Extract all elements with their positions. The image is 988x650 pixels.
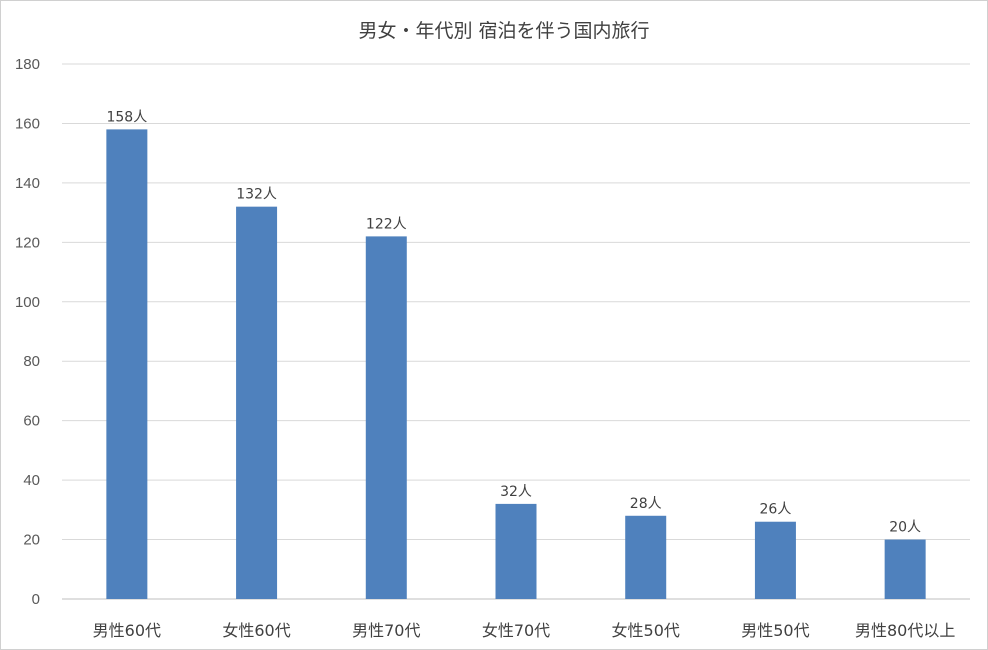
- bar: [884, 539, 926, 599]
- x-tick-label: 男性60代: [93, 621, 161, 640]
- bar: [106, 129, 148, 599]
- x-tick-label: 女性50代: [612, 621, 680, 640]
- chart-title: 男女・年代別 宿泊を伴う国内旅行: [358, 20, 649, 42]
- y-tick-label: 40: [23, 472, 40, 489]
- y-tick-label: 80: [23, 353, 40, 370]
- bar: [754, 521, 796, 599]
- bar: [495, 503, 537, 599]
- y-tick-label: 0: [32, 591, 40, 608]
- y-tick-label: 100: [15, 294, 40, 311]
- x-tick-label: 女性70代: [482, 621, 550, 640]
- bar: [236, 206, 278, 599]
- data-label: 158人: [106, 109, 147, 125]
- x-tick-label: 男性80代以上: [855, 621, 955, 640]
- data-label: 132人: [236, 187, 277, 203]
- x-tick-label: 男性50代: [741, 621, 809, 640]
- y-tick-label: 140: [15, 175, 40, 192]
- data-label: 26人: [760, 502, 792, 518]
- y-tick-label: 20: [23, 532, 40, 549]
- y-tick-label: 180: [15, 56, 40, 73]
- x-tick-label: 女性60代: [222, 621, 290, 640]
- data-label: 28人: [630, 496, 662, 512]
- x-tick-label: 男性70代: [352, 621, 420, 640]
- data-label: 122人: [366, 216, 407, 232]
- bar: [365, 236, 407, 599]
- y-tick-label: 60: [23, 413, 40, 430]
- data-label: 20人: [889, 520, 921, 536]
- data-label: 32人: [500, 484, 532, 500]
- y-tick-label: 160: [15, 115, 40, 132]
- bar: [625, 515, 667, 599]
- y-tick-label: 120: [15, 234, 40, 251]
